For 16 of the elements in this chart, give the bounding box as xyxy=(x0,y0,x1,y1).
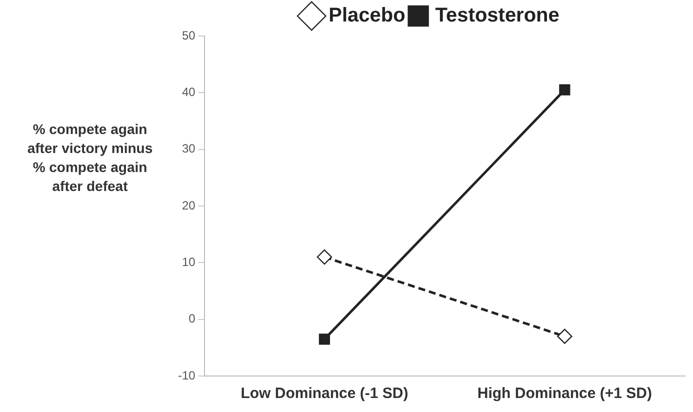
y-tick-label: -10 xyxy=(178,368,196,382)
point xyxy=(559,84,570,96)
y-tick-label: 10 xyxy=(182,254,196,269)
x-tick-label: High Dominance (+1 SD) xyxy=(477,385,652,402)
y-axis-title: % compete again after victory minus % compete again after defeat xyxy=(26,120,154,196)
legend-label: Testosterone xyxy=(435,4,560,27)
x-tick-label: Low Dominance (-1 SD) xyxy=(240,385,408,402)
y-tick-label: 20 xyxy=(182,198,196,212)
y-tick-label: 30 xyxy=(182,142,196,156)
y-tick-label: 0 xyxy=(188,312,196,326)
legend-label: Placebo xyxy=(328,4,406,27)
point xyxy=(318,334,330,345)
point xyxy=(557,328,572,344)
y-tick-label: 50 xyxy=(182,28,196,42)
y-tick-label: 40 xyxy=(182,84,196,99)
point xyxy=(316,249,332,265)
